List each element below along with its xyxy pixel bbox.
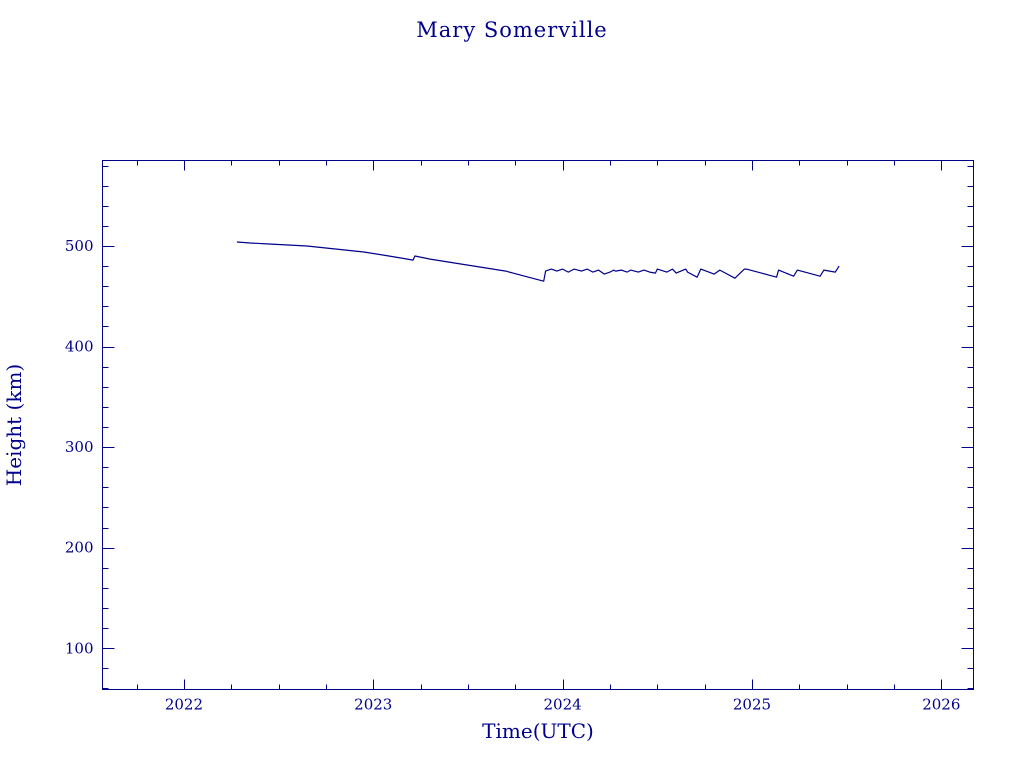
x-tick-label: 2025 (733, 696, 771, 714)
chart-title: Mary Somerville (416, 18, 607, 42)
x-tick-labels: 2022 2023 2024 2025 2026 (165, 696, 961, 714)
x-tick-label: 2024 (544, 696, 582, 714)
x-tick-label: 2023 (354, 696, 392, 714)
y-tick-label: 100 (65, 639, 94, 657)
y-tick-label: 400 (65, 338, 94, 356)
x-tick-label: 2022 (165, 696, 203, 714)
series-line (236, 241, 840, 282)
x-axis-label: Time(UTC) (482, 719, 594, 743)
x-tick-label: 2026 (922, 696, 960, 714)
y-tick-label: 200 (65, 539, 94, 557)
axis-ticks (102, 160, 974, 690)
y-tick-labels: 100 200 300 400 500 (65, 237, 94, 657)
y-axis-label: Height (km) (2, 364, 26, 486)
y-tick-label: 300 (65, 438, 94, 456)
plot-frame (102, 160, 974, 690)
y-tick-label: 500 (65, 237, 94, 255)
